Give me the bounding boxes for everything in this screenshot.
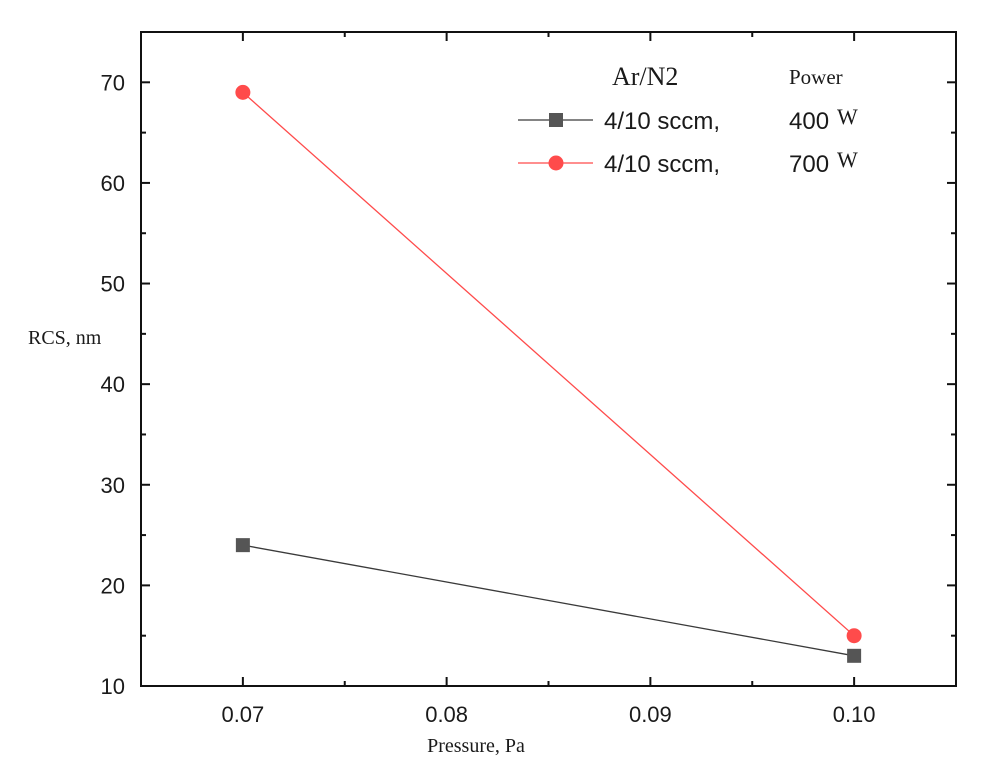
x-tick-label: 0.08 (425, 702, 468, 727)
y-tick-label: 50 (101, 272, 125, 297)
legend-label: 4/10 sccm, (604, 108, 720, 135)
x-axis-title: Pressure, Pa (427, 735, 525, 757)
y-tick-label: 60 (101, 171, 125, 196)
series-line (242, 544, 855, 657)
axes-frame (140, 31, 957, 687)
x-tick-label: 0.10 (833, 702, 876, 727)
legend-power-unit: W (837, 147, 858, 172)
y-axis-ticks: 10 20 30 40 50 60 70 (101, 31, 956, 699)
plot-frame (140, 31, 957, 687)
x-axis-ticks: 0.07 0.08 0.09 0.10 (140, 32, 957, 727)
legend-marker-square (549, 113, 563, 127)
legend-entries: 4/10 sccm, 400 W 4/10 sccm, 700 W (518, 104, 858, 178)
y-tick-label: 10 (101, 674, 125, 699)
data-point-circle (846, 628, 862, 644)
data-point-circle (235, 84, 251, 100)
data-point-square (235, 538, 250, 553)
legend-header-power: Power (789, 65, 843, 89)
x-tick-label: 0.09 (629, 702, 672, 727)
y-tick-label: 40 (101, 372, 125, 397)
data-point-square (847, 648, 862, 663)
series-line (242, 91, 855, 637)
y-axis-title: RCS, nm (28, 327, 102, 349)
series-layer (235, 84, 862, 663)
legend-power-value: 400 (789, 108, 829, 135)
y-tick-label: 30 (101, 473, 125, 498)
y-tick-label: 70 (101, 70, 125, 95)
legend-marker-circle (548, 155, 564, 171)
legend: Ar/N2 Power 4/10 sccm, 400 W 4/10 sccm, 700 W (518, 62, 858, 178)
legend-power-value: 700 (789, 151, 829, 178)
y-tick-label: 20 (101, 573, 125, 598)
x-tick-label: 0.07 (221, 702, 264, 727)
legend-label: 4/10 sccm, (604, 151, 720, 178)
legend-power-unit: W (837, 104, 858, 129)
legend-header-gas: Ar/N2 (612, 62, 678, 91)
